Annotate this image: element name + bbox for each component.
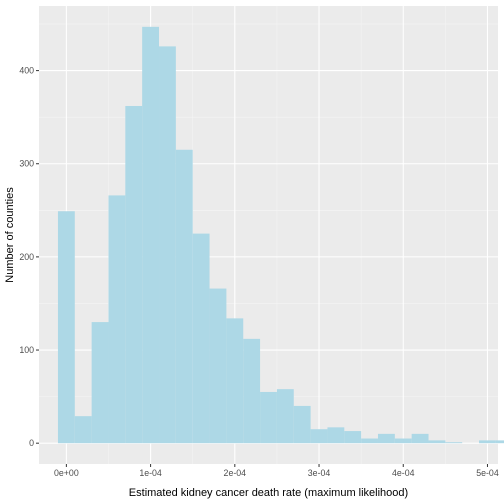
x-tick-label: 4e-04 [392, 468, 415, 478]
x-axis-title: Estimated kidney cancer death rate (maxi… [129, 487, 408, 499]
histogram-bar [91, 322, 109, 444]
y-axis-title: Number of counties [4, 187, 16, 283]
histogram-bar [428, 440, 446, 444]
x-tick-label: 5e-04 [476, 468, 499, 478]
histogram-bar [260, 391, 277, 444]
histogram-bar [192, 233, 210, 444]
histogram-bar [57, 211, 75, 444]
histogram-bar [108, 195, 126, 444]
y-axis: 0 100 200 300 400 [19, 66, 39, 448]
histogram-bar [74, 416, 92, 444]
histogram-bar [159, 46, 176, 444]
histogram-bar [327, 427, 345, 444]
y-tick-label: 0 [29, 438, 34, 448]
histogram-bar [142, 26, 160, 444]
histogram-bar [445, 442, 463, 444]
y-tick-label: 100 [19, 345, 34, 355]
histogram-bar [495, 440, 504, 444]
x-tick-label: 1e-04 [139, 468, 162, 478]
histogram-bar [243, 338, 261, 444]
histogram-bar [293, 405, 311, 444]
histogram-bar [344, 431, 362, 444]
histogram-bar [310, 429, 328, 444]
histogram-bar [411, 433, 429, 444]
x-tick-label: 0e+00 [54, 468, 79, 478]
x-axis: 0e+00 1e-04 2e-04 3e-04 4e-04 5e-04 [54, 464, 499, 478]
histogram-bar [226, 318, 244, 444]
histogram-bar [125, 105, 143, 444]
histogram-bar [361, 438, 378, 444]
y-tick-label: 400 [19, 66, 34, 76]
histogram-bar [394, 438, 412, 444]
y-tick-label: 300 [19, 159, 34, 169]
histogram-bars [57, 26, 504, 444]
x-tick-label: 3e-04 [308, 468, 331, 478]
histogram-bar [479, 440, 496, 444]
histogram-bar [276, 389, 294, 444]
y-tick-label: 200 [19, 252, 34, 262]
x-tick-label: 2e-04 [224, 468, 247, 478]
histogram-bar [209, 288, 227, 444]
histogram-bar [377, 433, 395, 444]
histogram-bar [175, 149, 193, 444]
